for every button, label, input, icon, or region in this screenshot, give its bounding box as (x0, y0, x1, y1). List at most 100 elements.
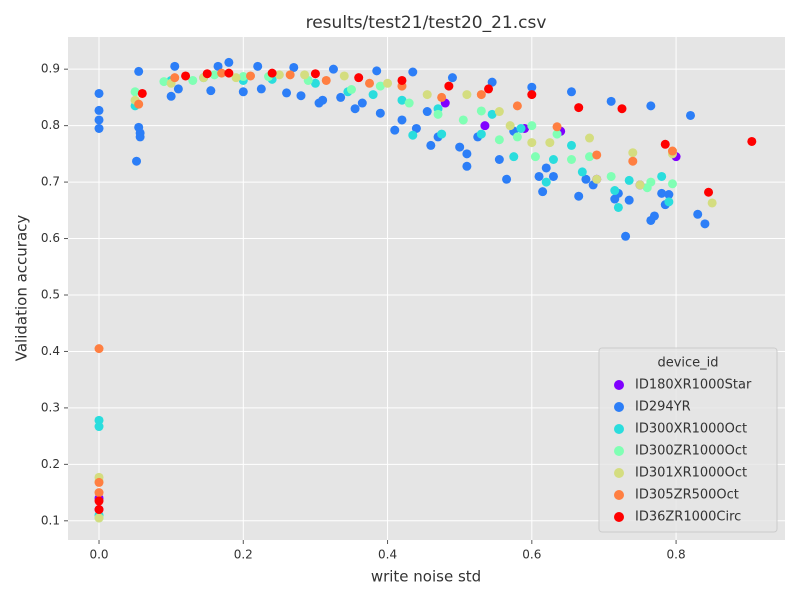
point (282, 88, 292, 98)
legend-label: ID300ZR1000Oct (635, 444, 747, 459)
point (422, 107, 432, 117)
point (646, 177, 656, 187)
point (548, 155, 558, 165)
point (318, 95, 328, 105)
y-tick-label: 0.2 (41, 457, 60, 471)
point (411, 123, 421, 133)
point (447, 73, 457, 83)
point (585, 152, 595, 162)
point (704, 187, 714, 197)
point (181, 71, 191, 81)
point (606, 171, 616, 181)
legend-label: ID294YR (635, 400, 691, 415)
point (217, 68, 227, 78)
point (617, 104, 627, 114)
point (94, 422, 104, 432)
point (527, 90, 537, 100)
point (624, 195, 634, 205)
point (383, 78, 393, 88)
point (621, 231, 631, 241)
point (487, 77, 497, 87)
legend-label: ID301XR1000Oct (635, 466, 747, 481)
point (94, 88, 104, 98)
point (476, 90, 486, 100)
point (505, 121, 515, 131)
point (686, 110, 696, 120)
point (667, 146, 677, 156)
point (206, 86, 216, 96)
point (487, 109, 497, 119)
x-axis-label: write noise std (371, 568, 481, 586)
point (462, 161, 472, 171)
y-tick-label: 0.3 (41, 400, 60, 414)
point (170, 61, 180, 71)
point (390, 125, 400, 135)
point (404, 98, 414, 108)
point (159, 77, 169, 87)
point (134, 99, 144, 109)
point (289, 62, 299, 72)
point (94, 415, 104, 425)
legend-marker (614, 380, 624, 390)
point (426, 140, 436, 150)
point (300, 70, 310, 80)
point (566, 155, 576, 165)
point (574, 191, 584, 201)
point (94, 513, 104, 523)
legend-label: ID300XR1000Oct (635, 422, 747, 437)
point (135, 128, 145, 138)
point (541, 163, 551, 173)
point (494, 107, 504, 117)
point (527, 121, 537, 131)
legend-marker (614, 446, 624, 456)
point (321, 75, 331, 85)
point (202, 69, 212, 79)
point (188, 75, 198, 85)
point (310, 78, 320, 88)
point (132, 156, 142, 166)
point (585, 133, 595, 143)
point (94, 123, 104, 133)
point (130, 87, 140, 97)
point (408, 130, 418, 140)
point (245, 71, 255, 81)
point (592, 150, 602, 160)
point (94, 344, 104, 354)
point (357, 98, 367, 108)
point (700, 219, 710, 229)
point (462, 149, 472, 159)
point (437, 92, 447, 102)
point (502, 174, 512, 184)
point (494, 155, 504, 165)
y-tick-label: 0.4 (41, 344, 60, 358)
point (224, 57, 234, 67)
point (516, 123, 526, 133)
point (365, 78, 375, 88)
point (548, 171, 558, 181)
point (455, 142, 465, 152)
point (375, 108, 385, 118)
point (530, 152, 540, 162)
point (581, 174, 591, 184)
point (610, 186, 620, 196)
point (592, 174, 602, 184)
legend-marker (614, 512, 624, 522)
point (657, 188, 667, 198)
point (566, 140, 576, 150)
point (664, 190, 674, 200)
point (613, 202, 623, 212)
point (166, 91, 176, 101)
point (566, 87, 576, 97)
point (267, 68, 277, 78)
legend-label: ID36ZR1000Circ (635, 510, 741, 525)
point (354, 73, 364, 83)
point (328, 64, 338, 74)
y-tick-label: 0.7 (41, 175, 60, 189)
point (238, 72, 248, 82)
point (433, 109, 443, 119)
point (649, 211, 659, 221)
point (606, 96, 616, 106)
point (94, 488, 104, 498)
point (541, 177, 551, 187)
point (458, 115, 468, 125)
